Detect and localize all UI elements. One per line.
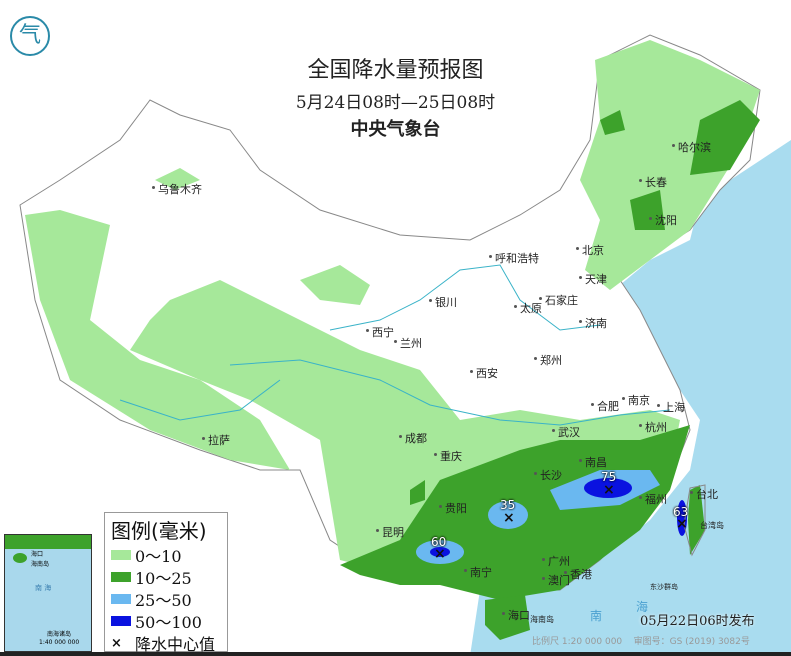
inset-scale: 1:40 000 000 xyxy=(39,639,80,646)
rain-center-marker: × xyxy=(676,516,688,532)
city-label: 上海 xyxy=(657,401,685,414)
rain-center-value: 60 xyxy=(431,535,447,549)
city-label: 哈尔滨 xyxy=(672,141,711,154)
legend-item: 25～50 xyxy=(111,588,221,610)
legend-label: 10～25 xyxy=(135,569,192,588)
city-label: 南宁 xyxy=(464,566,492,579)
forecast-period: 5月24日08时—25日08时 xyxy=(295,93,496,113)
island-label-dongsha: 东沙群岛 xyxy=(650,583,678,591)
city-label: 乌鲁木齐 xyxy=(152,183,202,196)
inset-sea-label: 南 海 xyxy=(35,584,52,592)
legend-swatch xyxy=(111,572,131,582)
city-label: 太原 xyxy=(514,302,542,315)
legend-item: × 降水中心值 xyxy=(111,632,221,654)
city-label: 南昌 xyxy=(579,456,607,469)
legend-label: 50～100 xyxy=(135,613,202,632)
city-label: 贵阳 xyxy=(439,502,467,515)
legend-swatch xyxy=(111,594,131,604)
legend-title: 图例(毫米) xyxy=(111,519,207,543)
city-label: 合肥 xyxy=(591,400,619,413)
city-label: 成都 xyxy=(399,432,427,445)
scale-info: 比例尺 1:20 000 000 审图号：GS (2019) 3082号 xyxy=(532,634,750,647)
rain-center-marker: × xyxy=(603,482,615,498)
city-label: 香港 xyxy=(564,568,592,581)
city-label: 广州 xyxy=(542,555,570,568)
rivers xyxy=(119,264,671,426)
cma-logo-icon: 气 xyxy=(10,16,50,56)
inset-islands: 南海诸岛 xyxy=(47,631,72,638)
inset-city: 海口 xyxy=(31,551,44,558)
city-label: 郑州 xyxy=(534,354,562,367)
city-label: 北京 xyxy=(576,244,604,257)
map-title: 全国降水量预报图 xyxy=(307,58,484,83)
city-label: 武汉 xyxy=(552,426,580,439)
legend: 图例(毫米) 0～10 10～25 25～50 50～100 × 降水中心值 xyxy=(104,512,228,654)
legend-label: 25～50 xyxy=(135,591,192,610)
rain-center-value: 35 xyxy=(500,498,516,512)
city-label: 长春 xyxy=(639,176,667,189)
center-marker-icon: × xyxy=(111,635,122,651)
inset-island-label: 海南岛 xyxy=(31,561,50,568)
rain-center-value: 75 xyxy=(601,470,617,484)
issue-time: 05月22日06时发布 xyxy=(640,614,755,629)
city-label: 杭州 xyxy=(639,421,667,434)
city-label: 天津 xyxy=(579,273,607,286)
sea xyxy=(470,140,791,656)
legend-swatch xyxy=(111,550,131,560)
city-label: 兰州 xyxy=(394,337,422,350)
city-label: 福州 xyxy=(639,493,667,506)
island-label-hainan: 海南岛 xyxy=(530,615,554,624)
south-china-sea-inset: 海口 海南岛 南 海 南海诸岛 1:40 000 000 xyxy=(4,534,92,652)
city-label: 呼和浩特 xyxy=(489,252,539,265)
rain-50-100 xyxy=(430,478,687,557)
map-approval: 审图号：GS (2019) 3082号 xyxy=(633,637,750,647)
city-label: 银川 xyxy=(429,296,457,309)
city-label: 重庆 xyxy=(434,450,462,463)
legend-item: 0～10 xyxy=(111,544,221,566)
city-label: 西宁 xyxy=(366,326,394,339)
issuer: 中央气象台 xyxy=(350,119,441,140)
scale-note: 比例尺 1:20 000 000 xyxy=(532,637,623,647)
rain-25-50 xyxy=(416,470,660,564)
legend-label: 降水中心值 xyxy=(135,635,216,654)
city-label: 拉萨 xyxy=(202,434,230,447)
legend-item: 50～100 xyxy=(111,610,221,632)
city-label: 西安 xyxy=(470,367,498,380)
island-label-taiwan: 台湾岛 xyxy=(700,521,724,530)
taiwan-island xyxy=(683,484,706,557)
sea-label: 南 xyxy=(590,609,603,623)
city-label: 昆明 xyxy=(376,526,404,539)
city-label: 长沙 xyxy=(534,469,562,482)
legend-item: 10～25 xyxy=(111,566,221,588)
rain-center-marker: × xyxy=(434,546,446,562)
city-label: 南京 xyxy=(622,394,650,407)
city-label: 台北 xyxy=(690,488,718,501)
legend-label: 0～10 xyxy=(135,547,182,566)
city-label: 济南 xyxy=(579,317,607,330)
legend-swatch xyxy=(111,616,131,626)
rain-center-marker: × xyxy=(503,510,515,526)
city-label: 海口 xyxy=(502,609,530,622)
rain-center-value: 63 xyxy=(673,505,689,519)
city-label: 石家庄 xyxy=(539,294,578,307)
city-label: 沈阳 xyxy=(649,214,677,227)
city-label: 澳门 xyxy=(542,574,570,587)
sea-label: 海 xyxy=(636,600,649,614)
